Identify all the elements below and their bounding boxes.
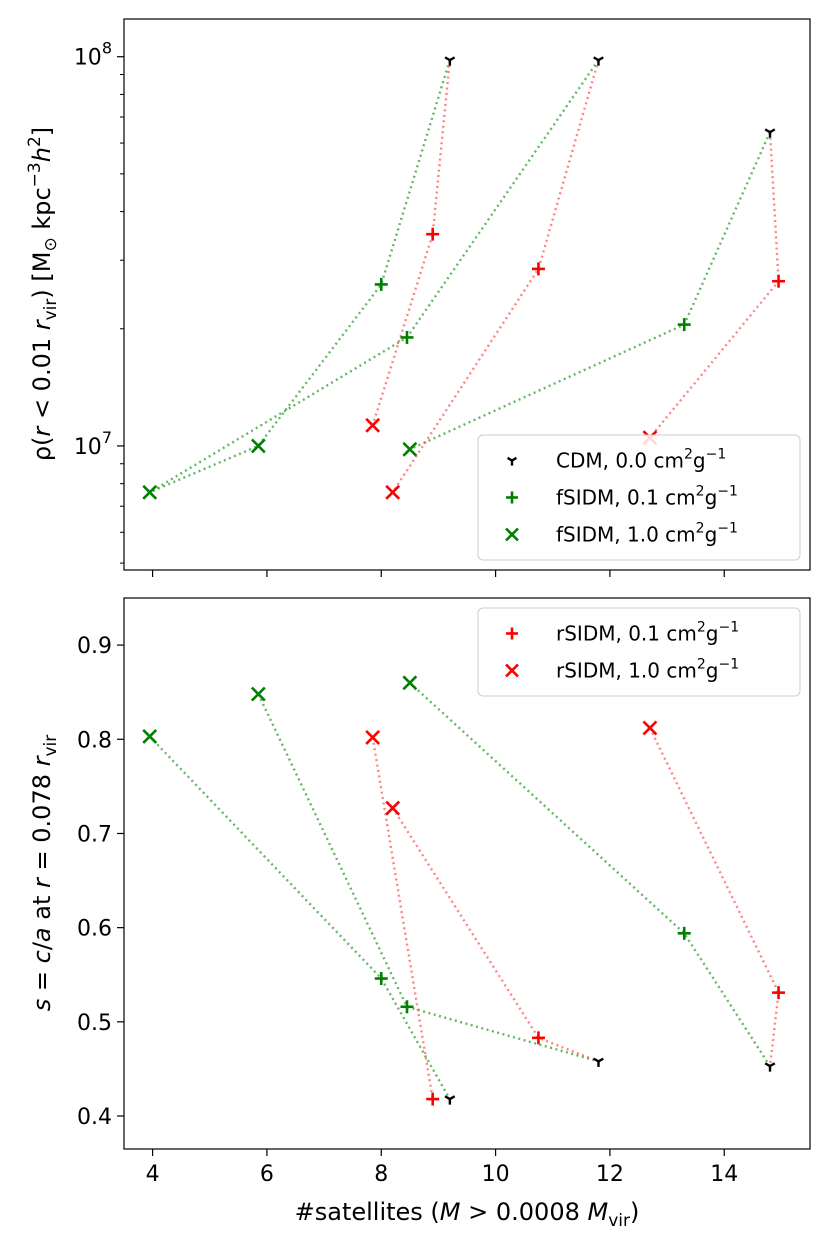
top-connector-line-4: [391, 59, 600, 493]
legend-label-top-0: CDM, 0.0 cm2g−1: [556, 447, 726, 473]
bottom-connector-line-2: [408, 681, 772, 1067]
top-marker-s2-p1: [250, 438, 266, 454]
bottom-connector-line-4: [391, 807, 599, 1063]
top-connector-line-5: [648, 132, 780, 439]
top-panel: 107 108 CDM, 0.0 cm2g−1 fSIDM, 0.1 cm2g−1 f…: [25, 18, 811, 577]
legend-label-top-2: fSIDM, 1.0 cm2g−1: [556, 521, 738, 547]
top-y-axis-label: ρ(r < 0.01 rvir) [M⊙ kpc−3h2]: [25, 127, 61, 461]
bottom-marker-s3-p1: [531, 1031, 545, 1045]
bottom-markers: [142, 675, 786, 1106]
x-tick-label-3: 10: [482, 1162, 510, 1187]
bottom-marker-s2-p0: [142, 729, 158, 744]
top-marker-s0-p0: [444, 56, 456, 66]
legend-marker-top-1: [506, 491, 518, 504]
legend-marker-bottom-1: [505, 663, 519, 678]
top-marker-s1-p0: [374, 277, 388, 291]
bottom-y-tick-label-4: 0.8: [77, 728, 112, 753]
top-legend: CDM, 0.0 cm2g−1 fSIDM, 0.1 cm2g−1 fSIDM, 1…: [477, 434, 801, 561]
bottom-marker-s1-p2: [677, 926, 691, 940]
top-marker-s3-p1: [531, 262, 545, 276]
top-markers: [142, 56, 786, 500]
bottom-marker-s1-p1: [400, 1000, 414, 1014]
bottom-connector-line-0: [148, 735, 451, 1100]
bottom-marker-s0-p0: [444, 1095, 456, 1105]
x-tick-label-1: 6: [260, 1162, 274, 1187]
legend-label-bottom-0: rSIDM, 0.1 cm2g−1: [556, 620, 739, 646]
top-connector-line-0: [149, 59, 451, 494]
legend-label-top-1: fSIDM, 0.1 cm2g−1: [556, 484, 738, 510]
top-connector-line-3: [371, 59, 451, 426]
top-marker-s1-p1: [400, 330, 414, 344]
bottom-panel: 4 6 8 10 12 14 0.4 0.5 0.6 0.7 0.8 0.9 rSIDM, 0.1 c…: [28, 597, 811, 1231]
top-axes-frame: [123, 18, 811, 571]
bottom-axes-frame: [123, 597, 811, 1150]
top-y-tick-label-1: 108: [74, 39, 112, 71]
top-marker-s4-p0: [365, 417, 381, 433]
bottom-connector-lines: [148, 681, 780, 1100]
top-ticks: 107 108: [74, 39, 725, 577]
bottom-y-tick-label-2: 0.6: [77, 917, 112, 942]
legend-marker-top-0: [506, 456, 518, 466]
x-axis-label: #satellites (M > 0.0008 Mvir): [295, 1198, 640, 1231]
x-tick-label-2: 8: [374, 1162, 388, 1187]
bottom-y-axis-label: s = c/a at r = 0.078 rvir: [28, 735, 61, 1012]
top-marker-s1-p2: [677, 318, 691, 332]
x-tick-label-4: 12: [596, 1162, 624, 1187]
top-marker-s2-p2: [402, 441, 418, 457]
top-connector-line-2: [409, 131, 772, 451]
top-marker-s0-p1: [593, 56, 604, 66]
bottom-y-tick-label-1: 0.5: [77, 1011, 112, 1036]
top-marker-s2-p0: [142, 484, 158, 500]
bottom-marker-s4-p2: [642, 720, 658, 736]
top-marker-s3-p2: [772, 274, 786, 288]
top-y-tick-label-0: 107: [74, 428, 112, 460]
bottom-connector-line-5: [648, 727, 780, 1067]
bottom-marker-s4-p0: [365, 729, 381, 745]
bottom-y-tick-label-0: 0.4: [77, 1105, 112, 1130]
bottom-marker-s3-p2: [772, 986, 786, 1000]
bottom-legend: rSIDM, 0.1 cm2g−1 rSIDM, 1.0 cm2g−1: [477, 607, 801, 697]
bottom-marker-s0-p1: [593, 1057, 604, 1067]
bottom-connector-line-3: [371, 737, 434, 1100]
legend-marker-top-2: [505, 527, 519, 542]
bottom-y-tick-label-5: 0.9: [77, 634, 112, 659]
bottom-y-tick-label-3: 0.7: [77, 822, 112, 847]
legend-box-bottom: [477, 607, 801, 697]
bottom-marker-s4-p1: [385, 800, 401, 816]
x-tick-label-0: 4: [146, 1162, 160, 1187]
legend-box-top: [477, 434, 801, 561]
bottom-ticks: 4 6 8 10 12 14 0.4 0.5 0.6 0.7 0.8 0.9: [77, 634, 738, 1187]
top-marker-s0-p2: [764, 128, 776, 138]
bottom-connector-line-1: [257, 693, 599, 1063]
x-tick-label-5: 14: [710, 1162, 738, 1187]
bottom-marker-s0-p2: [764, 1062, 776, 1072]
legend-marker-bottom-0: [506, 627, 518, 640]
bottom-marker-s3-p0: [426, 1092, 440, 1106]
top-marker-s3-p0: [426, 227, 440, 241]
top-connector-lines: [149, 59, 780, 494]
bottom-marker-s1-p0: [374, 972, 388, 986]
legend-label-bottom-1: rSIDM, 1.0 cm2g−1: [556, 657, 739, 683]
bottom-marker-s2-p1: [250, 686, 266, 702]
bottom-marker-s2-p2: [402, 675, 418, 691]
top-marker-s4-p1: [385, 484, 401, 500]
